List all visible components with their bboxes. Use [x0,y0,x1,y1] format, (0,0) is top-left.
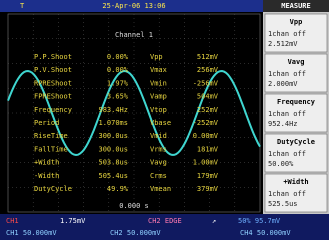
menu-value: 952.4Hz [268,120,298,128]
measure-label: DutyCycle [34,185,72,193]
measure-label: RiseTime [34,132,68,140]
measure-value: 504mV [197,93,219,101]
measure-label: -Width [34,172,59,180]
menu-state: 1chan off [268,110,306,118]
measure-label: Vpp [150,53,163,61]
status-text: CH2 EDGE [148,217,182,225]
menu-state: 1chan off [268,70,306,78]
measure-value: 0.00% [107,53,129,61]
menu-label: Vavg [288,58,305,66]
measure-value: -252mV [193,119,219,127]
menu-value: 525.5us [268,200,298,208]
measure-label: Vmid [150,132,167,140]
measure-value: 179mV [197,172,219,180]
measure-label: Vmin [150,79,167,87]
measure-value: 1.00mV [193,159,219,167]
status-text: CH1 50.000mV [6,229,57,237]
measure-label: Frequency [34,106,72,114]
menu-label: Frequency [277,98,316,106]
measure-label: Vamp [150,93,167,101]
measure-value: 181mV [197,145,219,153]
menu-state: 1chan off [268,150,306,158]
measure-label: FallTime [34,145,68,153]
measure-label: Period [34,119,59,127]
menu-label: DutyCycle [277,138,315,146]
measure-value: 0.00% [107,66,129,74]
menu-value: 50.00% [268,160,294,168]
status-text: CH1 [6,217,19,225]
date: 25-Apr-06 13:06 [102,2,165,10]
status-text: 1.75mV [60,217,86,225]
measure-value: 300.0us [98,132,128,140]
menu-state: 1chan off [268,190,306,198]
status-text: CH2 50.000mV [110,229,161,237]
time-marker: 0.000 s [119,202,149,210]
measure-value: 503.8us [98,159,128,167]
menu-value: 2.512mV [268,40,298,48]
status-text: CH4 50.000mV [240,229,291,237]
measure-label: RPREShoot [34,79,72,87]
measure-label: Vmean [150,185,171,193]
measure-value: 512mV [197,53,219,61]
menu-label: Vpp [290,18,303,26]
oscilloscope: T 25-Apr-06 13:06 MEASURE Channel 1 0.00… [0,0,329,240]
page: {"header": {"date": "25-Apr-06 13:06", "… [0,0,329,240]
status-text: 50% 95.7mV [238,217,281,225]
measure-label: FPREShoot [34,93,72,101]
menu-title: MEASURE [281,2,311,10]
measure-value: 1.070ms [98,119,128,127]
screen-title: Channel 1 [115,31,153,39]
measure-label: P.P.Shoot [34,53,72,61]
measure-value: 1.97% [107,79,129,87]
menu-state: 1chan off [268,30,306,38]
measure-value: 256mV [197,66,219,74]
measure-label: Vmax [150,66,167,74]
measure-value: 300.0us [98,145,128,153]
measure-label: P.V.Shoot [34,66,72,74]
measure-label: +Width [34,159,59,167]
measure-label: Vavg [150,159,167,167]
measure-value: 252mV [197,106,219,114]
measure-value: -256mV [193,79,219,87]
menu-value: 2.000mV [268,80,298,88]
measure-value: 983.4Hz [98,106,128,114]
measure-label: Crms [150,172,167,180]
measure-label: Vrms [150,145,167,153]
measure-value: 505.4us [98,172,128,180]
status-text: ↗ [212,217,216,225]
measure-label: Vbase [150,119,171,127]
measure-label: Vtop [150,106,167,114]
measure-value: 3.65% [107,93,129,101]
menu-label: +Width [283,178,308,186]
measure-value: 49.9% [107,185,129,193]
measure-value: 379mV [197,185,219,193]
measure-value: 0.00mV [193,132,219,140]
